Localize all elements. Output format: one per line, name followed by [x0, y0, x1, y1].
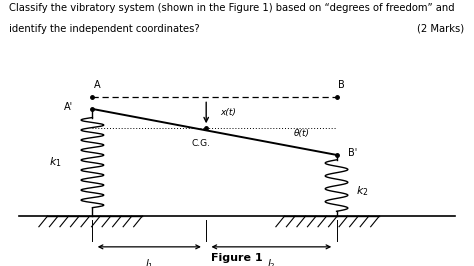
Text: x(t): x(t)	[220, 108, 236, 117]
Text: $l_2$: $l_2$	[267, 257, 276, 266]
Text: A': A'	[64, 102, 73, 112]
Text: B: B	[338, 80, 345, 90]
Text: identify the independent coordinates?: identify the independent coordinates?	[9, 24, 200, 34]
Text: θ(t): θ(t)	[294, 129, 310, 138]
Text: $k_1$: $k_1$	[49, 156, 62, 169]
Text: B': B'	[348, 148, 358, 158]
Text: A: A	[94, 80, 100, 90]
Text: (2 Marks): (2 Marks)	[418, 24, 465, 34]
Text: $k_2$: $k_2$	[356, 184, 368, 198]
Text: Figure 1: Figure 1	[211, 253, 263, 263]
Text: Classify the vibratory system (shown in the Figure 1) based on “degrees of freed: Classify the vibratory system (shown in …	[9, 3, 455, 13]
Text: $l_1$: $l_1$	[145, 257, 154, 266]
Text: C.G.: C.G.	[192, 139, 211, 148]
